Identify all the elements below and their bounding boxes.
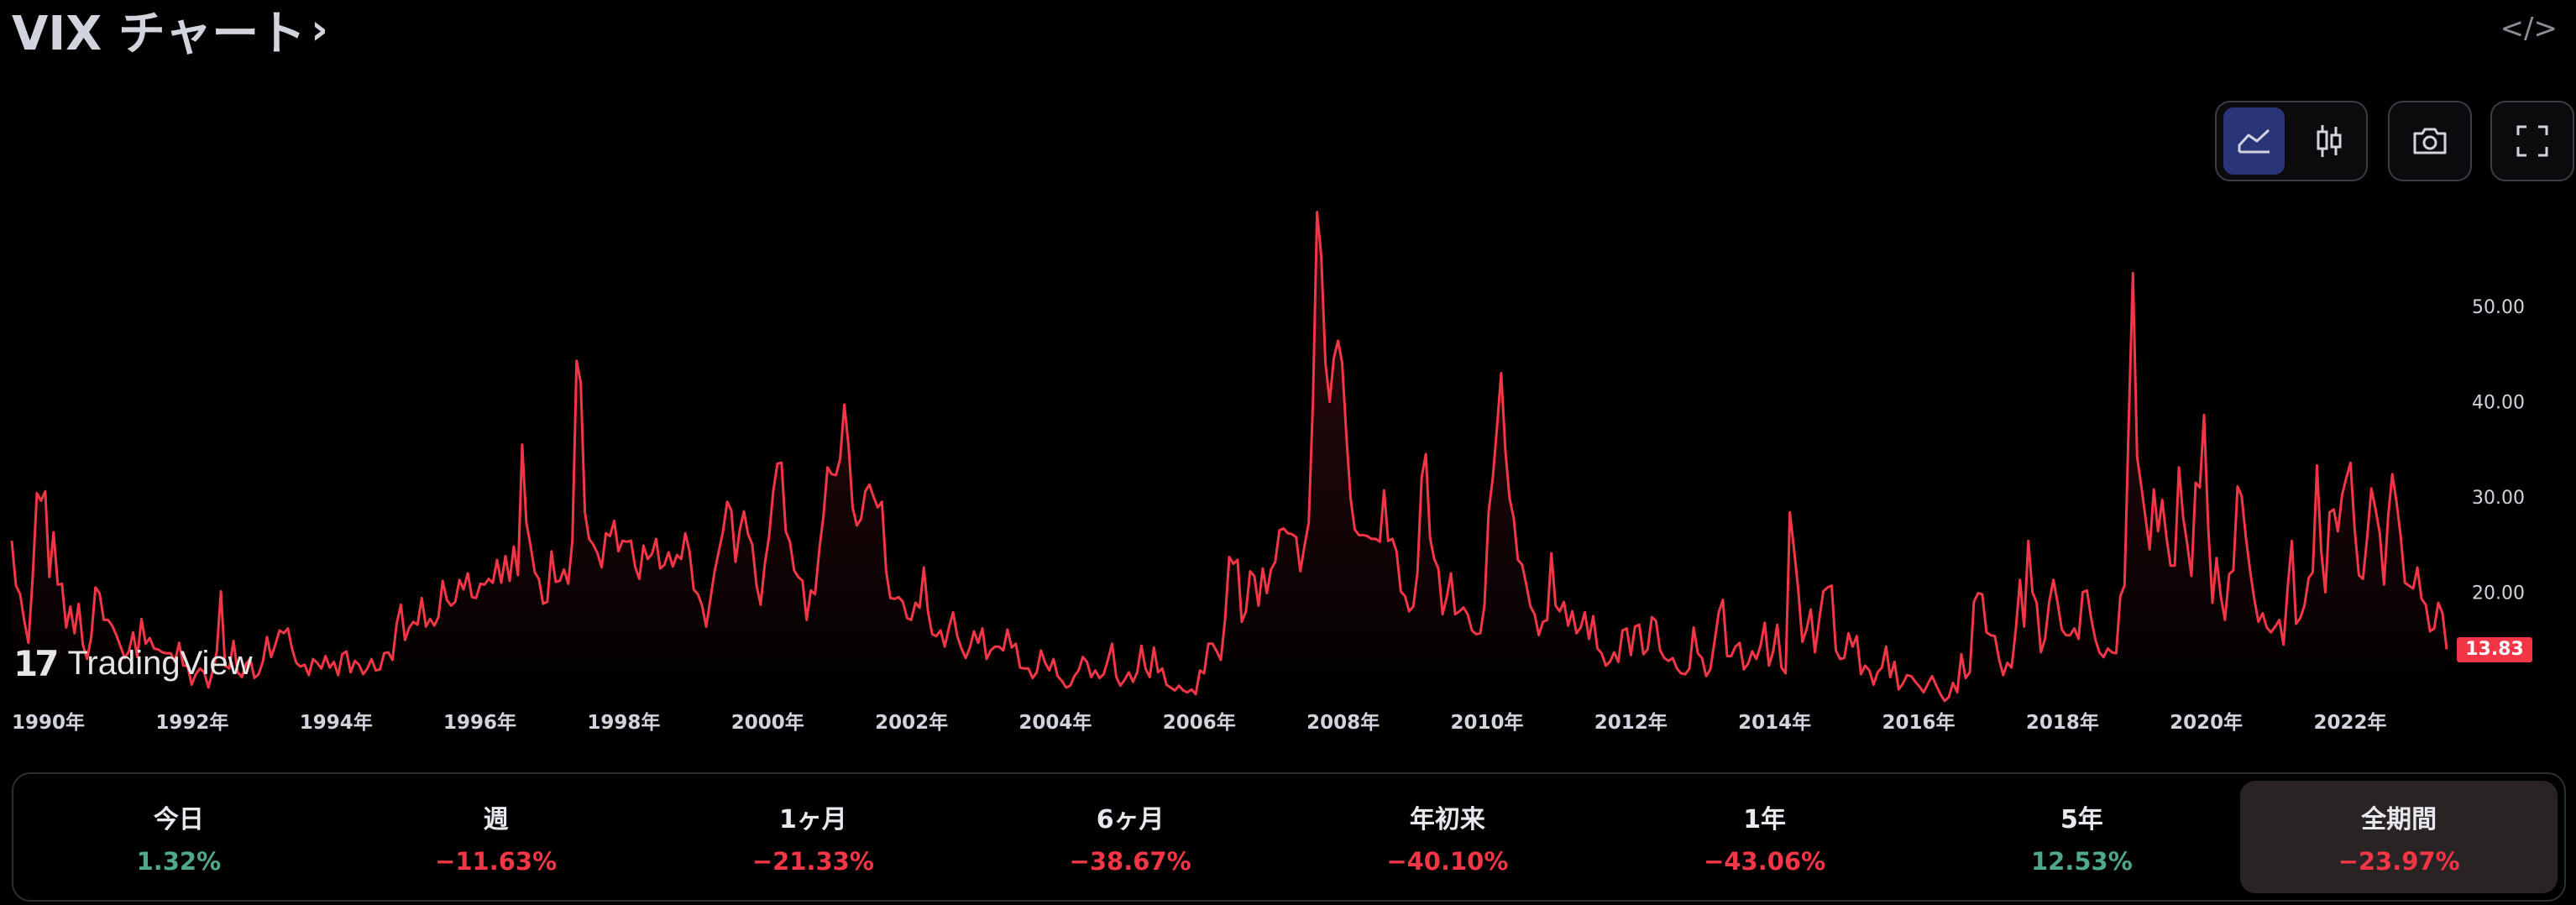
last-price-label: 13.83: [2457, 636, 2532, 662]
y-tick-label: 30.00: [2472, 488, 2525, 509]
tradingview-mark-icon: 17: [13, 643, 59, 684]
camera-icon: [2413, 128, 2447, 154]
candlestick-icon: [2317, 125, 2341, 157]
x-tick-label: 1996年: [443, 711, 516, 734]
x-tick-label: 2002年: [875, 711, 948, 734]
x-tick-label: 1992年: [155, 711, 228, 734]
x-tick-label: 1994年: [300, 711, 373, 734]
x-tick-label: 1990年: [12, 711, 85, 734]
embed-code-icon[interactable]: </>: [2500, 12, 2558, 45]
x-tick-label: 2022年: [2314, 711, 2387, 734]
x-tick-label: 2000年: [731, 711, 804, 734]
chart-title-text: VIX チャート: [12, 6, 306, 61]
x-tick-label: 2008年: [1306, 711, 1380, 734]
period-label: 年初来: [1409, 805, 1485, 834]
fullscreen-group: [2490, 101, 2574, 181]
period-change-value: −40.10%: [1386, 847, 1509, 876]
period-label: 6ヶ月: [1096, 805, 1165, 834]
x-tick-label: 2016年: [1882, 711, 1955, 734]
x-tick-label: 2014年: [1738, 711, 1811, 734]
period-tab[interactable]: 6ヶ月 −38.67%: [971, 781, 1289, 893]
fullscreen-button[interactable]: [2499, 107, 2566, 175]
period-label: 1ヶ月: [778, 805, 847, 834]
period-change-value: −38.67%: [1069, 847, 1191, 876]
performance-period-bar: 今日 1.32% 週 −11.63% 1ヶ月 −21.33% 6ヶ月 −38.67% 年初来 −4…: [12, 772, 2566, 902]
period-label: 全期間: [2361, 805, 2437, 834]
vix-line-chart: 1990年 1992年 1994年 1996年 1998年 2000年 2002年 2004年…: [10, 211, 2525, 734]
y-tick-label: 50.00: [2472, 297, 2525, 318]
fullscreen-icon: [2516, 125, 2548, 157]
period-change-value: −11.63%: [435, 847, 558, 876]
area-chart-button[interactable]: [2223, 107, 2285, 175]
candlestick-button[interactable]: [2298, 107, 2359, 175]
period-tab[interactable]: 1年 −43.06%: [1606, 781, 1924, 893]
area-fill: [12, 212, 2447, 701]
screenshot-group: [2388, 101, 2472, 181]
x-tick-label: 2018年: [2026, 711, 2099, 734]
x-tick-label: 2020年: [2170, 711, 2243, 734]
period-change-value: −23.97%: [2338, 847, 2460, 876]
x-tick-label: 2012年: [1594, 711, 1668, 734]
period-change-value: −21.33%: [751, 847, 874, 876]
x-tick-label: 2006年: [1163, 711, 1236, 734]
chart-style-toggle: [2215, 101, 2368, 181]
period-label: 5年: [2060, 805, 2103, 834]
tradingview-logo[interactable]: 17 TradingView: [13, 643, 253, 684]
screenshot-button[interactable]: [2396, 107, 2463, 175]
period-change-value: 12.53%: [2030, 847, 2133, 876]
period-label: 週: [483, 805, 509, 834]
period-change-value: −43.06%: [1704, 847, 1826, 876]
x-tick-label: 2004年: [1018, 711, 1092, 734]
y-tick-label: 40.00: [2472, 393, 2525, 414]
period-tab[interactable]: 今日 1.32%: [20, 781, 338, 893]
period-tab[interactable]: 週 −11.63%: [338, 781, 655, 893]
chevron-right-icon: ›: [311, 5, 328, 54]
x-tick-label: 1998年: [587, 711, 660, 734]
x-tick-label: 2010年: [1450, 711, 1523, 734]
y-tick-label: 20.00: [2472, 583, 2525, 604]
period-change-value: 1.32%: [136, 847, 222, 876]
period-label: 1年: [1743, 805, 1787, 834]
period-tab[interactable]: 全期間 −23.97%: [2240, 781, 2558, 893]
series-line: [10, 211, 2448, 703]
period-tab[interactable]: 年初来 −40.10%: [1289, 781, 1606, 893]
tradingview-wordmark: TradingView: [67, 645, 253, 682]
period-label: 今日: [153, 805, 204, 834]
chart-title[interactable]: VIX チャート ›: [12, 0, 328, 61]
period-tab[interactable]: 5年 12.53%: [1924, 781, 2241, 893]
area-chart-icon: [2238, 128, 2270, 154]
period-tab[interactable]: 1ヶ月 −21.33%: [655, 781, 972, 893]
